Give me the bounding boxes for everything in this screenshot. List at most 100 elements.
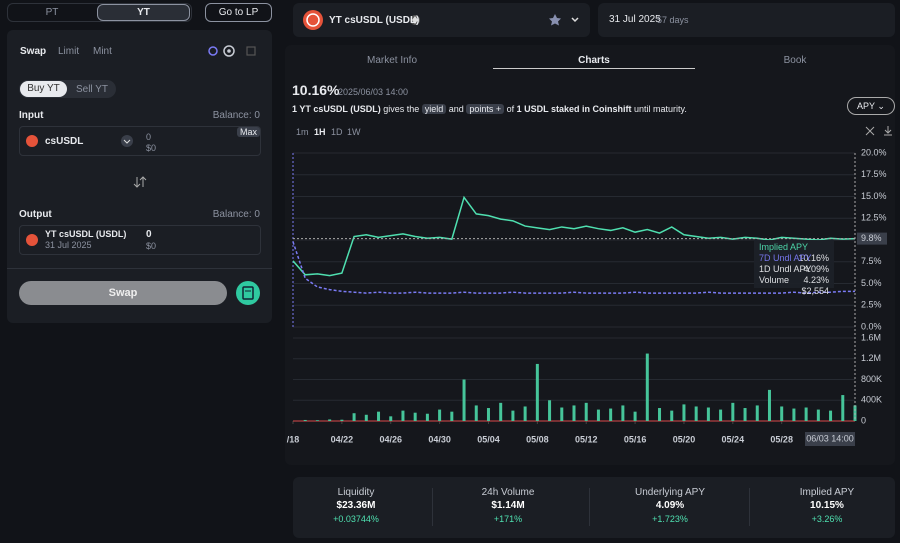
- y2-tick-label: 0: [861, 415, 866, 425]
- tooltip-value: 10.16%: [798, 253, 829, 263]
- y-tick-label: 0.0%: [861, 321, 882, 331]
- metric-select[interactable]: APY ⌄: [847, 97, 895, 115]
- chart-tools[interactable]: [864, 125, 894, 137]
- x-tick-label: 05/20: [673, 434, 696, 444]
- swap-direction[interactable]: [133, 175, 147, 189]
- volume-bar: [755, 405, 759, 421]
- x-tick-label: 04/26: [379, 434, 402, 444]
- volume-bar: [511, 410, 515, 421]
- y2-tick-label: 800K: [861, 374, 882, 384]
- swap-button[interactable]: Swap: [19, 281, 227, 305]
- text: gives the: [383, 104, 420, 114]
- output-usd: $0: [146, 241, 157, 251]
- volume-bar: [767, 389, 771, 421]
- volume-bar: [328, 419, 332, 421]
- text: of: [506, 104, 515, 114]
- market-header: [293, 3, 590, 37]
- swap-tab[interactable]: Swap: [20, 46, 47, 57]
- volume-bar: [499, 402, 503, 421]
- range-1w[interactable]: 1W: [347, 127, 361, 137]
- stat-change: +3.26%: [811, 514, 843, 524]
- market-info-tab[interactable]: Market Info: [366, 55, 418, 66]
- maturity-date: 31 Jul 2025: [609, 14, 661, 25]
- timestamp: 2025/06/03 14:00: [338, 87, 409, 97]
- volume-bar: [816, 409, 820, 421]
- input-token[interactable]: csUSDL: [45, 136, 84, 147]
- y-tick-label: 20.0%: [861, 147, 887, 157]
- book-tab[interactable]: Book: [783, 55, 807, 66]
- stat-change: +171%: [493, 514, 523, 524]
- limit-tab[interactable]: Limit: [58, 46, 80, 57]
- tooltip-row: Implied APY 10.16%: [759, 242, 829, 263]
- swap-panel: [7, 30, 272, 323]
- volume-bar: [829, 410, 833, 421]
- volume-bar: [377, 411, 381, 421]
- stat-label: 24h Volume: [481, 487, 535, 498]
- volume-bar: [731, 402, 735, 421]
- pt-yt-tabs: [7, 3, 192, 22]
- settings-icons[interactable]: [206, 44, 258, 58]
- y2-tick-label: 400K: [861, 395, 882, 405]
- market-name[interactable]: YT csUSDL (USDL): [329, 15, 420, 26]
- x-tick-label: 05/24: [722, 434, 745, 444]
- underlying: 1 USDL staked in Coinshift: [516, 104, 632, 114]
- volume-bar: [352, 413, 356, 421]
- volume-bar: [670, 410, 674, 421]
- stat-change: +1.723%: [652, 514, 688, 524]
- buy-yt[interactable]: Buy YT: [20, 81, 67, 97]
- input-box[interactable]: [19, 126, 261, 156]
- volume-bar: [841, 395, 845, 421]
- volume-bar: [596, 409, 600, 421]
- stat-label: Implied APY: [799, 487, 855, 498]
- input-usd: $0: [146, 143, 157, 153]
- hover-y-label: 9.8%: [861, 233, 882, 243]
- yt-tab[interactable]: YT: [97, 4, 190, 21]
- volume-bar: [425, 413, 429, 421]
- volume-bar: [474, 405, 478, 421]
- output-token-icon: [26, 234, 38, 246]
- x-tick-label: 05/16: [624, 434, 647, 444]
- charts-tab[interactable]: Charts: [493, 55, 695, 69]
- tooltip: Implied APY 10.16% 7D Undl APY 4.09% 1D Un…: [754, 240, 834, 296]
- volume-bar: [438, 409, 442, 421]
- output-box: [19, 225, 261, 255]
- volume-bar: [804, 407, 808, 421]
- chart: 0.0%2.5%5.0%7.5%10.0%12.5%15.0%17.5%20.0…: [287, 147, 887, 446]
- volume-bar: [792, 408, 796, 421]
- y-tick-label: 7.5%: [861, 256, 882, 266]
- x-tick-label: 04/30: [428, 434, 451, 444]
- tooltip-label: 7D Undl APY: [759, 253, 812, 263]
- x-tick-label: 05/28: [770, 434, 793, 444]
- y-tick-label: 2.5%: [861, 300, 882, 310]
- range-1d[interactable]: 1D: [331, 127, 343, 137]
- y-tick-label: 17.5%: [861, 169, 887, 179]
- volume-bar: [743, 408, 747, 421]
- calculator-button[interactable]: [236, 281, 260, 305]
- points-tag: points +: [466, 104, 505, 114]
- tooltip-value: 4.23%: [803, 275, 829, 285]
- y2-tick-label: 1.6M: [861, 332, 881, 342]
- mint-tab[interactable]: Mint: [93, 46, 112, 57]
- x-tick-label: 05/12: [575, 434, 598, 444]
- output-balance: Balance: 0: [212, 209, 260, 220]
- output-label: Output: [19, 209, 52, 220]
- output-date: 31 Jul 2025: [45, 240, 92, 250]
- maturity-box: [598, 3, 895, 37]
- stat-divider: [589, 488, 590, 526]
- tooltip-label: Implied APY: [759, 242, 809, 252]
- range-1m[interactable]: 1m: [296, 127, 309, 137]
- stat-value: 4.09%: [655, 500, 685, 511]
- metric: APY: [857, 101, 875, 111]
- pt-tab[interactable]: PT: [45, 7, 59, 18]
- text: and: [448, 104, 464, 114]
- input-amount[interactable]: 0: [146, 132, 152, 142]
- x-tick-label: 05/04: [477, 434, 500, 444]
- volume-bar: [584, 402, 588, 421]
- max-button[interactable]: Max: [237, 127, 261, 137]
- input-balance: Balance: 0: [212, 110, 260, 121]
- volume-bar: [364, 414, 368, 421]
- sell-yt[interactable]: Sell YT: [75, 84, 109, 95]
- go-to-lp[interactable]: Go to LP: [205, 3, 272, 22]
- range-1h[interactable]: 1H: [314, 127, 326, 137]
- volume-bar: [694, 406, 698, 421]
